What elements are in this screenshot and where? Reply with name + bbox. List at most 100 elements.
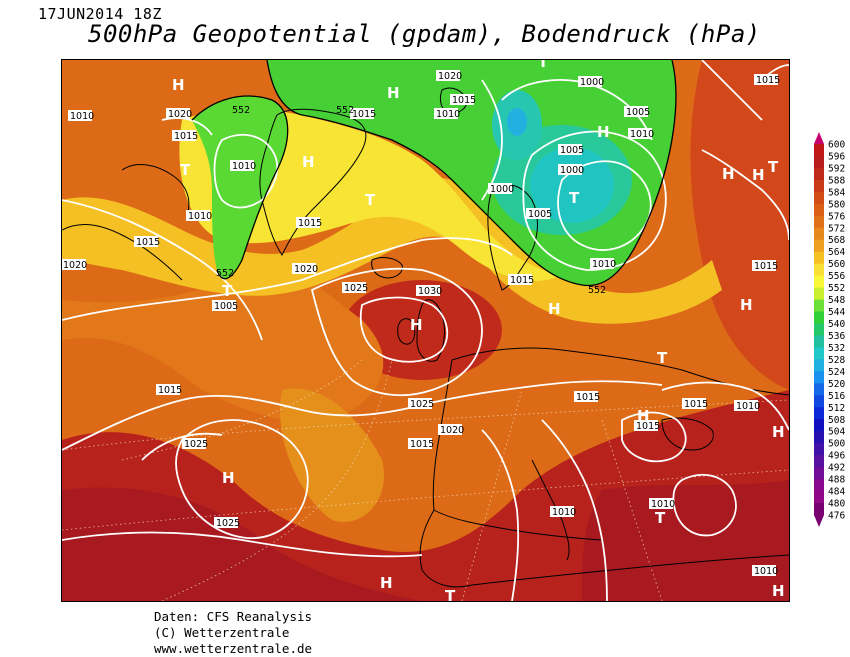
credits-url[interactable]: www.wetterzentrale.de <box>154 641 313 656</box>
legend-label: 580 <box>828 199 845 210</box>
pressure-label: 1015 <box>156 384 182 396</box>
high-marker: H <box>772 423 785 441</box>
high-marker: H <box>387 84 400 102</box>
legend-swatch <box>814 179 824 193</box>
legend-swatch <box>814 443 824 456</box>
svg-text:1015: 1015 <box>174 131 198 142</box>
svg-text:1010: 1010 <box>552 507 576 518</box>
high-marker: H <box>740 296 753 314</box>
credits-copyright: (C) Wetterzentrale <box>154 625 290 640</box>
legend-label: 516 <box>828 391 845 402</box>
pressure-label: 1015 <box>134 236 160 248</box>
svg-text:1020: 1020 <box>294 264 318 275</box>
pressure-label-group: 1010 1015 1020 1015 1010 1015 1020 1010 … <box>62 70 780 577</box>
legend-swatch <box>814 395 824 408</box>
legend-label: 500 <box>828 439 845 450</box>
low-marker: T <box>569 189 580 207</box>
legend-label: 512 <box>828 403 845 414</box>
pressure-label: 1015 <box>350 108 376 120</box>
map-title: 500hPa Geopotential (gpdam), Bodendruck … <box>88 20 761 48</box>
zone-560 <box>62 178 722 324</box>
high-marker: H <box>222 469 235 487</box>
pressure-label: 1025 <box>408 398 434 410</box>
svg-text:1030: 1030 <box>418 286 442 297</box>
zone-584 <box>690 60 789 390</box>
legend-swatch <box>814 251 824 265</box>
pressure-label: 1010 <box>649 498 675 510</box>
legend-swatch <box>814 155 824 169</box>
legend-swatch <box>814 503 824 516</box>
pressure-label: 1025 <box>214 517 240 529</box>
legend-swatch <box>814 359 824 372</box>
pressure-label: 1025 <box>182 438 208 450</box>
pressure-label: 1010 <box>434 108 460 120</box>
pressure-label: 1010 <box>628 128 654 140</box>
pressure-label: 1010 <box>752 565 778 577</box>
height-label: 552 <box>216 268 234 279</box>
svg-text:1010: 1010 <box>436 109 460 120</box>
legend-label: 532 <box>828 343 845 354</box>
svg-text:1015: 1015 <box>756 75 780 86</box>
pressure-label: 1015 <box>634 420 660 432</box>
legend-swatch <box>814 215 824 229</box>
pressure-label: 1015 <box>754 74 780 86</box>
svg-text:1015: 1015 <box>298 218 322 229</box>
zone-596 <box>62 487 422 601</box>
legend-swatch <box>814 311 824 325</box>
legend-swatch <box>814 287 824 301</box>
legend-swatch <box>814 323 824 336</box>
zone-596-east <box>582 480 789 601</box>
pressure-label: 1015 <box>752 260 778 272</box>
svg-text:1010: 1010 <box>592 259 616 270</box>
pressure-label: 1015 <box>450 94 476 106</box>
pressure-label: 1015 <box>682 398 708 410</box>
legend-label: 488 <box>828 475 845 486</box>
pressure-label: 1020 <box>166 108 192 120</box>
zone-572 <box>62 268 384 423</box>
legend-label: 552 <box>828 283 845 294</box>
color-legend: 600 596 592 588 584 580 576 572 568 564 560 556 552 5… <box>813 132 850 527</box>
low-marker: T <box>538 60 549 71</box>
high-marker: H <box>597 123 610 141</box>
svg-text:1020: 1020 <box>440 425 464 436</box>
legend-label: 544 <box>828 307 845 318</box>
credits-source: Daten: CFS Reanalysis <box>154 609 313 624</box>
low-marker: T <box>768 158 779 176</box>
legend-label: 528 <box>828 355 845 366</box>
height-label: 552 <box>336 105 354 116</box>
svg-text:1015: 1015 <box>510 275 534 286</box>
legend-swatch <box>814 491 824 504</box>
legend-label: 592 <box>828 163 845 174</box>
svg-text:1020: 1020 <box>438 71 462 82</box>
svg-text:1025: 1025 <box>344 283 368 294</box>
pressure-label: 1005 <box>624 106 650 118</box>
high-marker: H <box>380 574 393 592</box>
low-marker: T <box>222 282 233 300</box>
svg-text:1000: 1000 <box>560 165 584 176</box>
high-marker: H <box>172 76 185 94</box>
legend-label: 508 <box>828 415 845 426</box>
pressure-label: 1000 <box>488 183 514 195</box>
date-label: 17JUN2014 18Z <box>38 5 162 23</box>
legend-swatch <box>814 144 824 157</box>
legend-swatch <box>814 263 824 277</box>
legend-label: 588 <box>828 175 845 186</box>
legend-swatch <box>814 371 824 384</box>
svg-text:1025: 1025 <box>410 399 434 410</box>
height-label: 552 <box>588 285 606 296</box>
pressure-label: 1005 <box>212 300 238 312</box>
pressure-label: 1010 <box>550 506 576 518</box>
pressure-label: 1005 <box>558 144 584 156</box>
legend-swatch <box>814 431 824 444</box>
pressure-label: 1010 <box>590 258 616 270</box>
legend-swatch <box>814 239 824 253</box>
legend-swatch <box>814 299 824 313</box>
legend-swatch <box>814 275 824 289</box>
svg-text:1015: 1015 <box>452 95 476 106</box>
high-marker: H <box>772 582 785 600</box>
legend-swatch <box>814 335 824 348</box>
legend-swatch <box>814 347 824 360</box>
legend-label: 536 <box>828 331 845 342</box>
svg-text:1015: 1015 <box>158 385 182 396</box>
high-marker: H <box>410 316 423 334</box>
